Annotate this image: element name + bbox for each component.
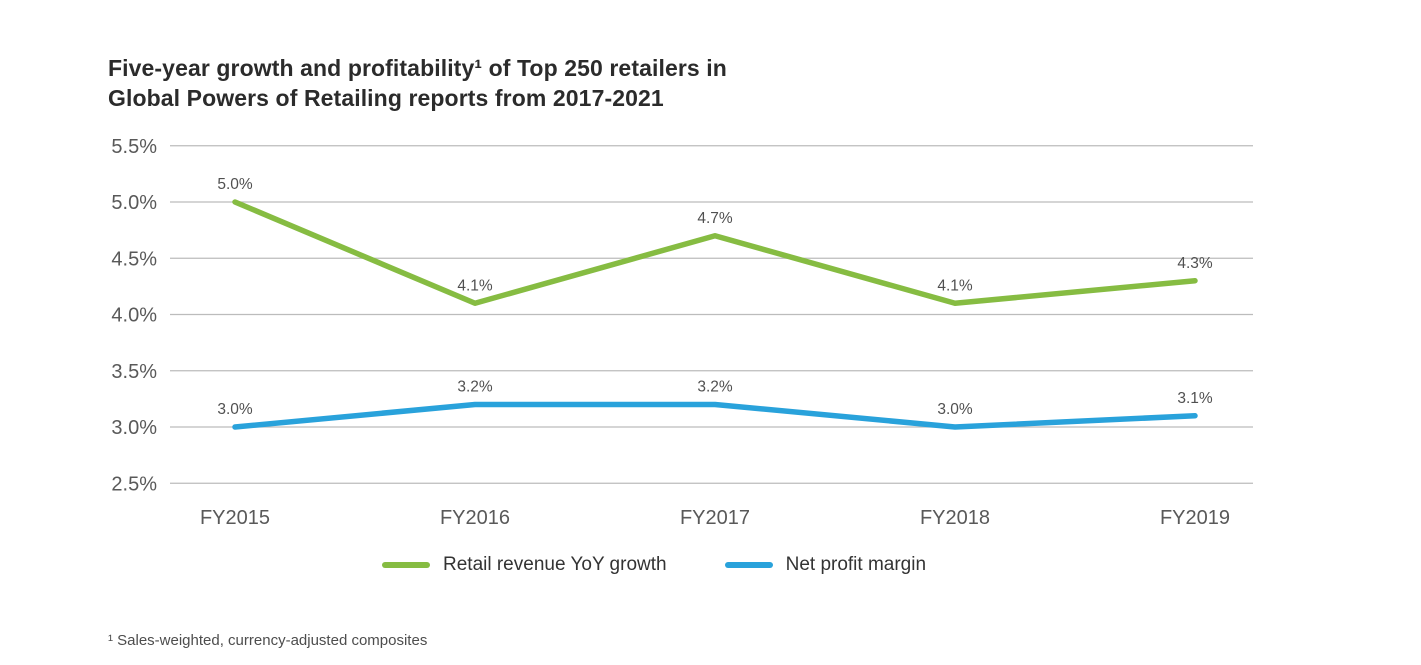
- chart-title: Five-year growth and profitability¹ of T…: [108, 53, 727, 113]
- data-label: 3.2%: [457, 379, 493, 396]
- chart-title-line1: Five-year growth and profitability¹ of T…: [108, 55, 727, 81]
- x-tick-label: FY2016: [440, 507, 510, 529]
- legend-item-retail-revenue-growth: Retail revenue YoY growth: [382, 554, 667, 576]
- legend-label: Net profit margin: [785, 554, 927, 575]
- y-tick-label: 5.5%: [111, 136, 157, 158]
- x-tick-label: FY2015: [200, 507, 270, 529]
- data-label: 3.1%: [1177, 390, 1213, 407]
- y-tick-label: 4.5%: [111, 248, 157, 270]
- data-label: 3.0%: [217, 401, 253, 418]
- footnote: ¹ Sales-weighted, currency-adjusted comp…: [108, 632, 428, 649]
- legend-swatch-green: [382, 562, 430, 568]
- data-label: 4.1%: [457, 277, 493, 294]
- data-label: 5.0%: [217, 176, 253, 193]
- legend-label: Retail revenue YoY growth: [443, 554, 667, 575]
- x-tick-label: FY2019: [1160, 507, 1230, 529]
- data-label: 4.3%: [1177, 255, 1213, 272]
- x-tick-label: FY2018: [920, 507, 990, 529]
- series-line-green: [232, 199, 1198, 306]
- data-label: 3.2%: [697, 379, 733, 396]
- data-label: 4.7%: [697, 210, 733, 227]
- y-tick-label: 2.5%: [111, 473, 157, 495]
- series-line-blue: [232, 401, 1198, 430]
- legend: Retail revenue YoY growth Net profit mar…: [382, 554, 926, 576]
- y-tick-label: 5.0%: [111, 192, 157, 214]
- data-label: 4.1%: [937, 277, 973, 294]
- y-tick-label: 4.0%: [111, 305, 157, 327]
- legend-item-net-profit-margin: Net profit margin: [724, 554, 927, 576]
- y-tick-label: 3.5%: [111, 361, 157, 383]
- data-label: 3.0%: [937, 401, 973, 418]
- legend-swatch-blue: [724, 562, 773, 568]
- chart-title-line2: Global Powers of Retailing reports from …: [108, 85, 664, 111]
- y-tick-label: 3.0%: [111, 417, 157, 439]
- x-tick-label: FY2017: [680, 507, 750, 529]
